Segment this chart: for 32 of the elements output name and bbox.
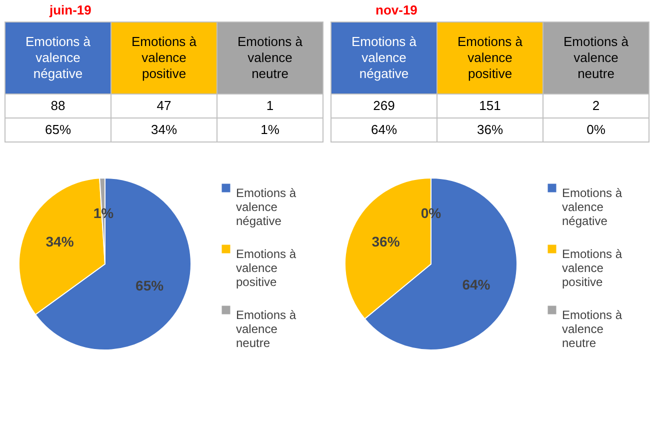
- legend-label: Emotions à valence négative: [236, 186, 296, 228]
- legend-label: Emotions à valence neutre: [562, 308, 622, 350]
- legend-label: Emotions à valence neutre: [236, 308, 296, 350]
- text: 47: [156, 98, 172, 113]
- data-label: 36%: [372, 234, 400, 250]
- text: 0%: [586, 122, 606, 137]
- category-label: Emotions à valence positive: [457, 34, 523, 81]
- data-label: 65%: [136, 278, 164, 294]
- text: 0%: [420, 205, 442, 221]
- text: 34%: [150, 122, 178, 137]
- text: 2: [592, 98, 600, 113]
- text: 65%: [44, 122, 72, 137]
- text: 88: [50, 98, 66, 113]
- chart-title: juin-19: [48, 2, 92, 18]
- category-label: Emotions à valence positive: [131, 34, 197, 81]
- category-label: Emotions à valence neutre: [237, 34, 303, 81]
- text: 269: [373, 98, 395, 113]
- category-label: Emotions à valence négative: [25, 34, 91, 81]
- legend-label: Emotions à valence négative: [562, 186, 622, 228]
- text: 36%: [476, 122, 504, 137]
- category-label: Emotions à valence neutre: [563, 34, 629, 81]
- data-label: 34%: [46, 234, 74, 250]
- data-label: 1%: [93, 205, 114, 222]
- text: 151: [479, 98, 501, 113]
- category-label: Emotions à valence négative: [351, 34, 417, 81]
- text: 64%: [370, 122, 398, 137]
- chart-title: nov-19: [376, 2, 418, 18]
- text: 1%: [260, 122, 280, 137]
- legend-label: Emotions à valence positive: [236, 247, 296, 289]
- legend-label: Emotions à valence positive: [562, 247, 622, 289]
- text: 1: [266, 98, 274, 113]
- data-label: 64%: [462, 276, 491, 292]
